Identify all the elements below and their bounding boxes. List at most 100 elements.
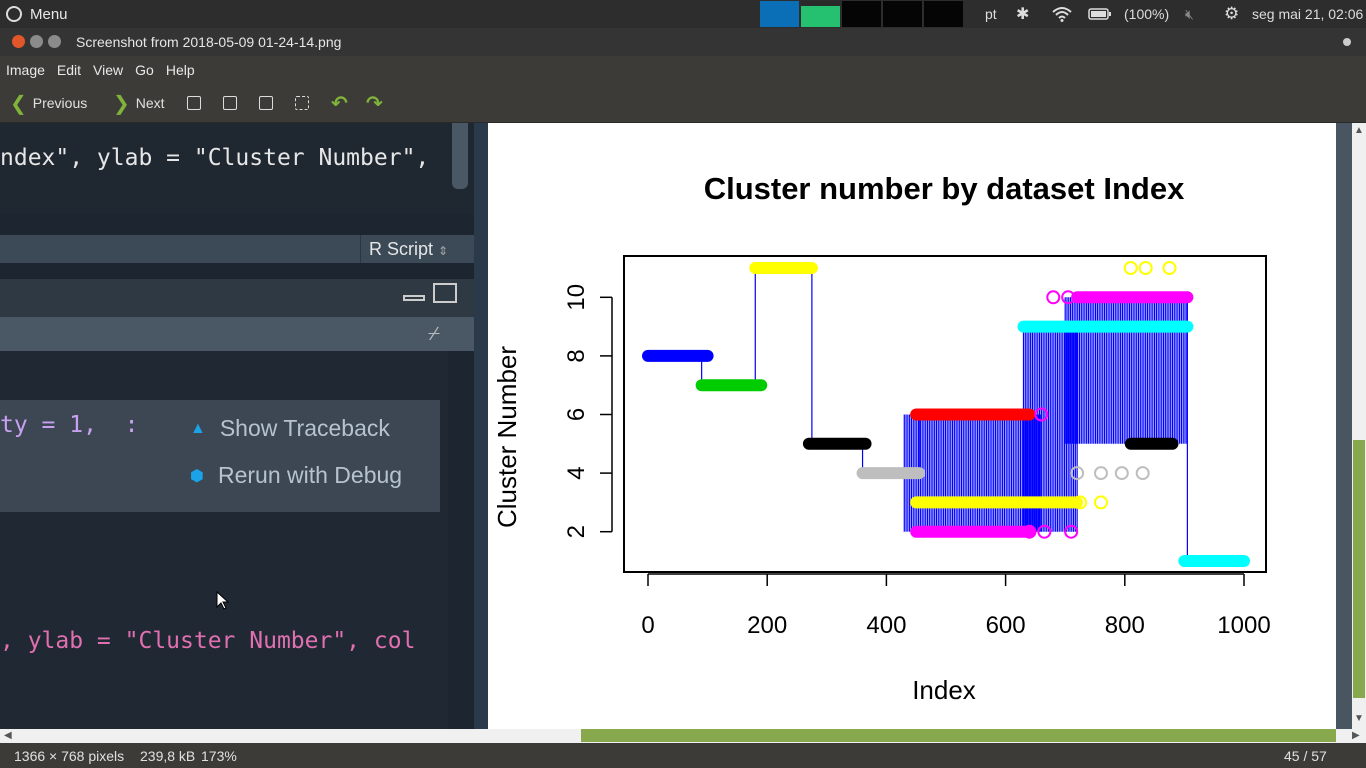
window-thumbnails: [760, 1, 963, 27]
data-point: [1162, 261, 1177, 275]
x-axis-label: Index: [912, 675, 976, 705]
battery-icon[interactable]: [1088, 0, 1112, 28]
zoom-in-icon: [187, 96, 201, 110]
top-panel: Menu pt ✱ (100%) 🔇︎ ⚙ seg mai 21, 02:06: [0, 0, 1366, 28]
error-code: ty = 1, :: [0, 412, 139, 438]
scroll-right-icon[interactable]: ▶: [1352, 730, 1360, 741]
x-tick-label: 600: [986, 612, 1026, 639]
x-tick-label: 200: [747, 612, 787, 639]
debug-icon: ⬢: [190, 467, 204, 485]
wifi-icon[interactable]: [1052, 0, 1072, 28]
data-point: [1034, 407, 1049, 422]
data-point: [1046, 290, 1061, 305]
chevron-right-icon: ❯: [113, 92, 130, 115]
keyboard-layout[interactable]: pt: [985, 6, 997, 22]
script-type-selector: R Script ⇕: [360, 235, 479, 263]
data-point: [1064, 524, 1079, 539]
chevron-left-icon: ❮: [10, 92, 27, 115]
menubar: Image Edit View Go Help: [0, 56, 1366, 84]
data-point: [1093, 495, 1108, 510]
script-type-label: R Script: [369, 239, 434, 259]
best-fit-icon: [295, 96, 309, 110]
console-pane-header: [0, 279, 474, 317]
pane-edge: [1336, 123, 1352, 729]
best-fit-button[interactable]: [295, 92, 309, 114]
previous-button[interactable]: ❮ Previous: [10, 92, 87, 115]
image-view[interactable]: ndex", ylab = "Cluster Number", R Script…: [0, 123, 1352, 729]
zoom-out-button[interactable]: [223, 92, 237, 114]
mouse-cursor-icon: [216, 591, 230, 610]
plot-frame: [623, 255, 1267, 573]
settings-gear-icon[interactable]: ⚙: [1224, 4, 1240, 23]
minimize-pane-icon: [403, 295, 425, 301]
data-point: [1022, 524, 1037, 539]
zoom-in-button[interactable]: [187, 92, 201, 114]
bluetooth-icon[interactable]: ✱: [1016, 6, 1030, 23]
window-title: Screenshot from 2018-05-09 01-24-14.png: [76, 34, 342, 50]
rstudio-editor: ndex", ylab = "Cluster Number",: [0, 123, 474, 213]
data-point: [1093, 466, 1108, 481]
broom-icon: ⌿: [428, 323, 440, 345]
maximize-pane-icon: [433, 283, 457, 303]
code-line: , ylab = "Cluster Number", col: [0, 628, 416, 654]
editor-status-bar: [0, 235, 474, 263]
zoom-out-icon: [223, 96, 237, 110]
vertical-scroll-thumb[interactable]: [1353, 440, 1365, 698]
horizontal-scroll-thumb[interactable]: [581, 729, 1336, 742]
y-tick-label: 10: [563, 284, 590, 311]
menu-view[interactable]: View: [93, 62, 124, 78]
scroll-down-icon[interactable]: ▼: [1354, 713, 1364, 724]
error-box: ty = 1, : ▲ Show Traceback ⬢ Rerun with …: [0, 400, 440, 512]
menu-help[interactable]: Help: [165, 62, 195, 78]
y-tick-label: 6: [563, 408, 590, 421]
workspace-thumb[interactable]: [801, 1, 840, 27]
window-menu-dot-icon[interactable]: [1343, 38, 1351, 46]
clock[interactable]: seg mai 21, 02:06: [1252, 6, 1364, 22]
maximize-window-button[interactable]: [48, 35, 61, 48]
rotate-left-icon[interactable]: ↶: [331, 92, 348, 115]
next-label: Next: [135, 95, 165, 111]
data-point: [1037, 524, 1052, 539]
workspace-thumb[interactable]: [842, 1, 881, 27]
show-traceback-label: Show Traceback: [219, 415, 390, 441]
x-tick-label: 800: [1105, 612, 1145, 639]
pane-divider: [474, 123, 488, 729]
volume-muted-icon[interactable]: 🔇︎: [1185, 5, 1194, 22]
scroll-left-icon[interactable]: ◀: [4, 730, 12, 741]
normal-size-button[interactable]: [259, 92, 273, 114]
menu-button[interactable]: Menu: [6, 4, 68, 24]
menu-edit[interactable]: Edit: [56, 62, 82, 78]
battery-percentage: (100%): [1124, 6, 1170, 22]
y-tick-label: 8: [563, 349, 590, 362]
image-dimensions: 1366 × 768 pixels: [14, 748, 125, 764]
workspace-thumb[interactable]: [924, 1, 963, 27]
data-point: [1114, 466, 1129, 481]
data-point: [1123, 261, 1138, 275]
data-point: [1073, 495, 1088, 510]
image-position: 45 / 57: [1284, 748, 1327, 764]
menu-image[interactable]: Image: [6, 62, 45, 78]
plot-panel: Cluster number by dataset Index Index Cl…: [488, 123, 1336, 729]
editor-scrollbar: [452, 123, 468, 189]
next-button[interactable]: ❯ Next: [113, 92, 165, 115]
code-line: ndex", ylab = "Cluster Number",: [0, 145, 430, 171]
workspace-thumb[interactable]: [760, 1, 799, 27]
workspace-thumb[interactable]: [883, 1, 922, 27]
x-tick-label: 1000: [1217, 612, 1270, 639]
show-traceback-link: ▲ Show Traceback: [190, 415, 390, 442]
rerun-debug-label: Rerun with Debug: [217, 462, 403, 488]
rotate-right-icon[interactable]: ↷: [366, 92, 383, 115]
close-window-button[interactable]: [12, 35, 25, 48]
menu-label: Menu: [30, 5, 68, 23]
y-axis-label: Cluster Number: [492, 346, 522, 528]
cluster-chart: Cluster number by dataset Index Index Cl…: [492, 171, 1271, 705]
rerun-debug-link: ⬢ Rerun with Debug: [190, 462, 402, 489]
scroll-up-icon[interactable]: ▲: [1354, 125, 1364, 136]
toolbar: ❮ Previous ❯ Next ↶ ↷: [0, 84, 1366, 123]
minimize-window-button[interactable]: [30, 35, 43, 48]
y-tick-label: 4: [563, 466, 590, 479]
file-size: 239,8 kB: [140, 748, 196, 764]
data-point: [1061, 290, 1076, 305]
menu-go[interactable]: Go: [135, 62, 154, 78]
traceback-icon: ▲: [190, 419, 206, 437]
